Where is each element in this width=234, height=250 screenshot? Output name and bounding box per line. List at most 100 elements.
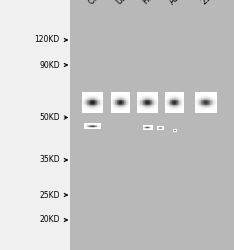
Bar: [200, 100, 201, 101]
Bar: [172, 94, 173, 95]
Bar: [89, 124, 90, 125]
Bar: [82, 98, 83, 100]
Bar: [98, 106, 99, 107]
Bar: [151, 125, 152, 126]
Bar: [198, 98, 199, 100]
Bar: [87, 110, 88, 111]
Bar: [100, 124, 101, 125]
Bar: [99, 104, 100, 106]
Bar: [148, 106, 149, 107]
Bar: [88, 105, 89, 106]
Bar: [154, 104, 155, 106]
Bar: [122, 107, 123, 108]
Bar: [202, 107, 203, 108]
Bar: [179, 94, 180, 95]
Bar: [141, 104, 142, 106]
Bar: [149, 126, 150, 127]
Bar: [93, 107, 94, 108]
Bar: [150, 106, 151, 107]
Bar: [90, 95, 91, 96]
Bar: [111, 98, 112, 99]
Bar: [147, 105, 148, 106]
Bar: [176, 106, 177, 107]
Bar: [209, 95, 210, 96]
Text: HepG2: HepG2: [141, 0, 167, 6]
Bar: [102, 97, 103, 98]
Bar: [175, 129, 176, 130]
Bar: [140, 111, 141, 112]
Bar: [157, 110, 158, 111]
Bar: [174, 92, 175, 93]
Bar: [152, 95, 153, 96]
Bar: [114, 105, 115, 106]
Bar: [210, 99, 211, 100]
Bar: [145, 106, 146, 107]
Bar: [200, 101, 201, 102]
Bar: [100, 108, 101, 110]
Bar: [126, 98, 127, 100]
Bar: [201, 98, 202, 99]
Bar: [174, 99, 175, 100]
Bar: [97, 110, 98, 111]
Bar: [167, 96, 168, 97]
Bar: [118, 107, 119, 108]
Bar: [212, 95, 213, 96]
Bar: [144, 92, 145, 94]
Bar: [213, 98, 214, 99]
Bar: [94, 105, 95, 106]
Bar: [209, 101, 210, 102]
Bar: [166, 99, 167, 100]
Bar: [173, 92, 174, 93]
Bar: [141, 98, 142, 99]
Bar: [195, 103, 196, 104]
Text: 50KD: 50KD: [39, 113, 60, 122]
Bar: [175, 112, 176, 113]
Bar: [86, 94, 87, 95]
Bar: [120, 106, 121, 107]
Bar: [88, 111, 89, 112]
Bar: [203, 106, 204, 107]
Bar: [211, 107, 212, 108]
Bar: [213, 96, 214, 97]
Bar: [200, 99, 201, 100]
Bar: [153, 110, 154, 111]
Bar: [83, 108, 84, 110]
Bar: [97, 101, 98, 102]
Bar: [114, 96, 115, 97]
Bar: [169, 112, 170, 113]
Bar: [102, 94, 103, 95]
Bar: [126, 95, 127, 96]
Bar: [198, 94, 199, 95]
Bar: [89, 100, 90, 101]
Bar: [213, 108, 214, 110]
Text: 20KD: 20KD: [39, 216, 60, 224]
Bar: [97, 126, 98, 127]
Bar: [118, 92, 119, 93]
Bar: [91, 100, 92, 101]
Bar: [157, 107, 158, 108]
Bar: [89, 125, 90, 126]
Bar: [119, 94, 120, 95]
Bar: [161, 126, 162, 127]
Bar: [87, 103, 88, 104]
Bar: [122, 104, 123, 106]
Bar: [152, 107, 153, 108]
Bar: [97, 92, 99, 93]
Bar: [165, 96, 166, 97]
Bar: [168, 92, 169, 94]
Bar: [90, 108, 91, 109]
Bar: [147, 129, 148, 130]
Bar: [126, 106, 127, 107]
Bar: [146, 99, 147, 100]
Bar: [93, 104, 94, 106]
Bar: [126, 101, 127, 102]
Bar: [152, 128, 153, 129]
Bar: [206, 107, 207, 108]
Bar: [178, 95, 179, 96]
Bar: [156, 97, 157, 98]
Bar: [82, 94, 83, 95]
Bar: [100, 108, 101, 109]
Bar: [149, 129, 150, 130]
Bar: [124, 98, 125, 100]
Bar: [123, 94, 124, 95]
